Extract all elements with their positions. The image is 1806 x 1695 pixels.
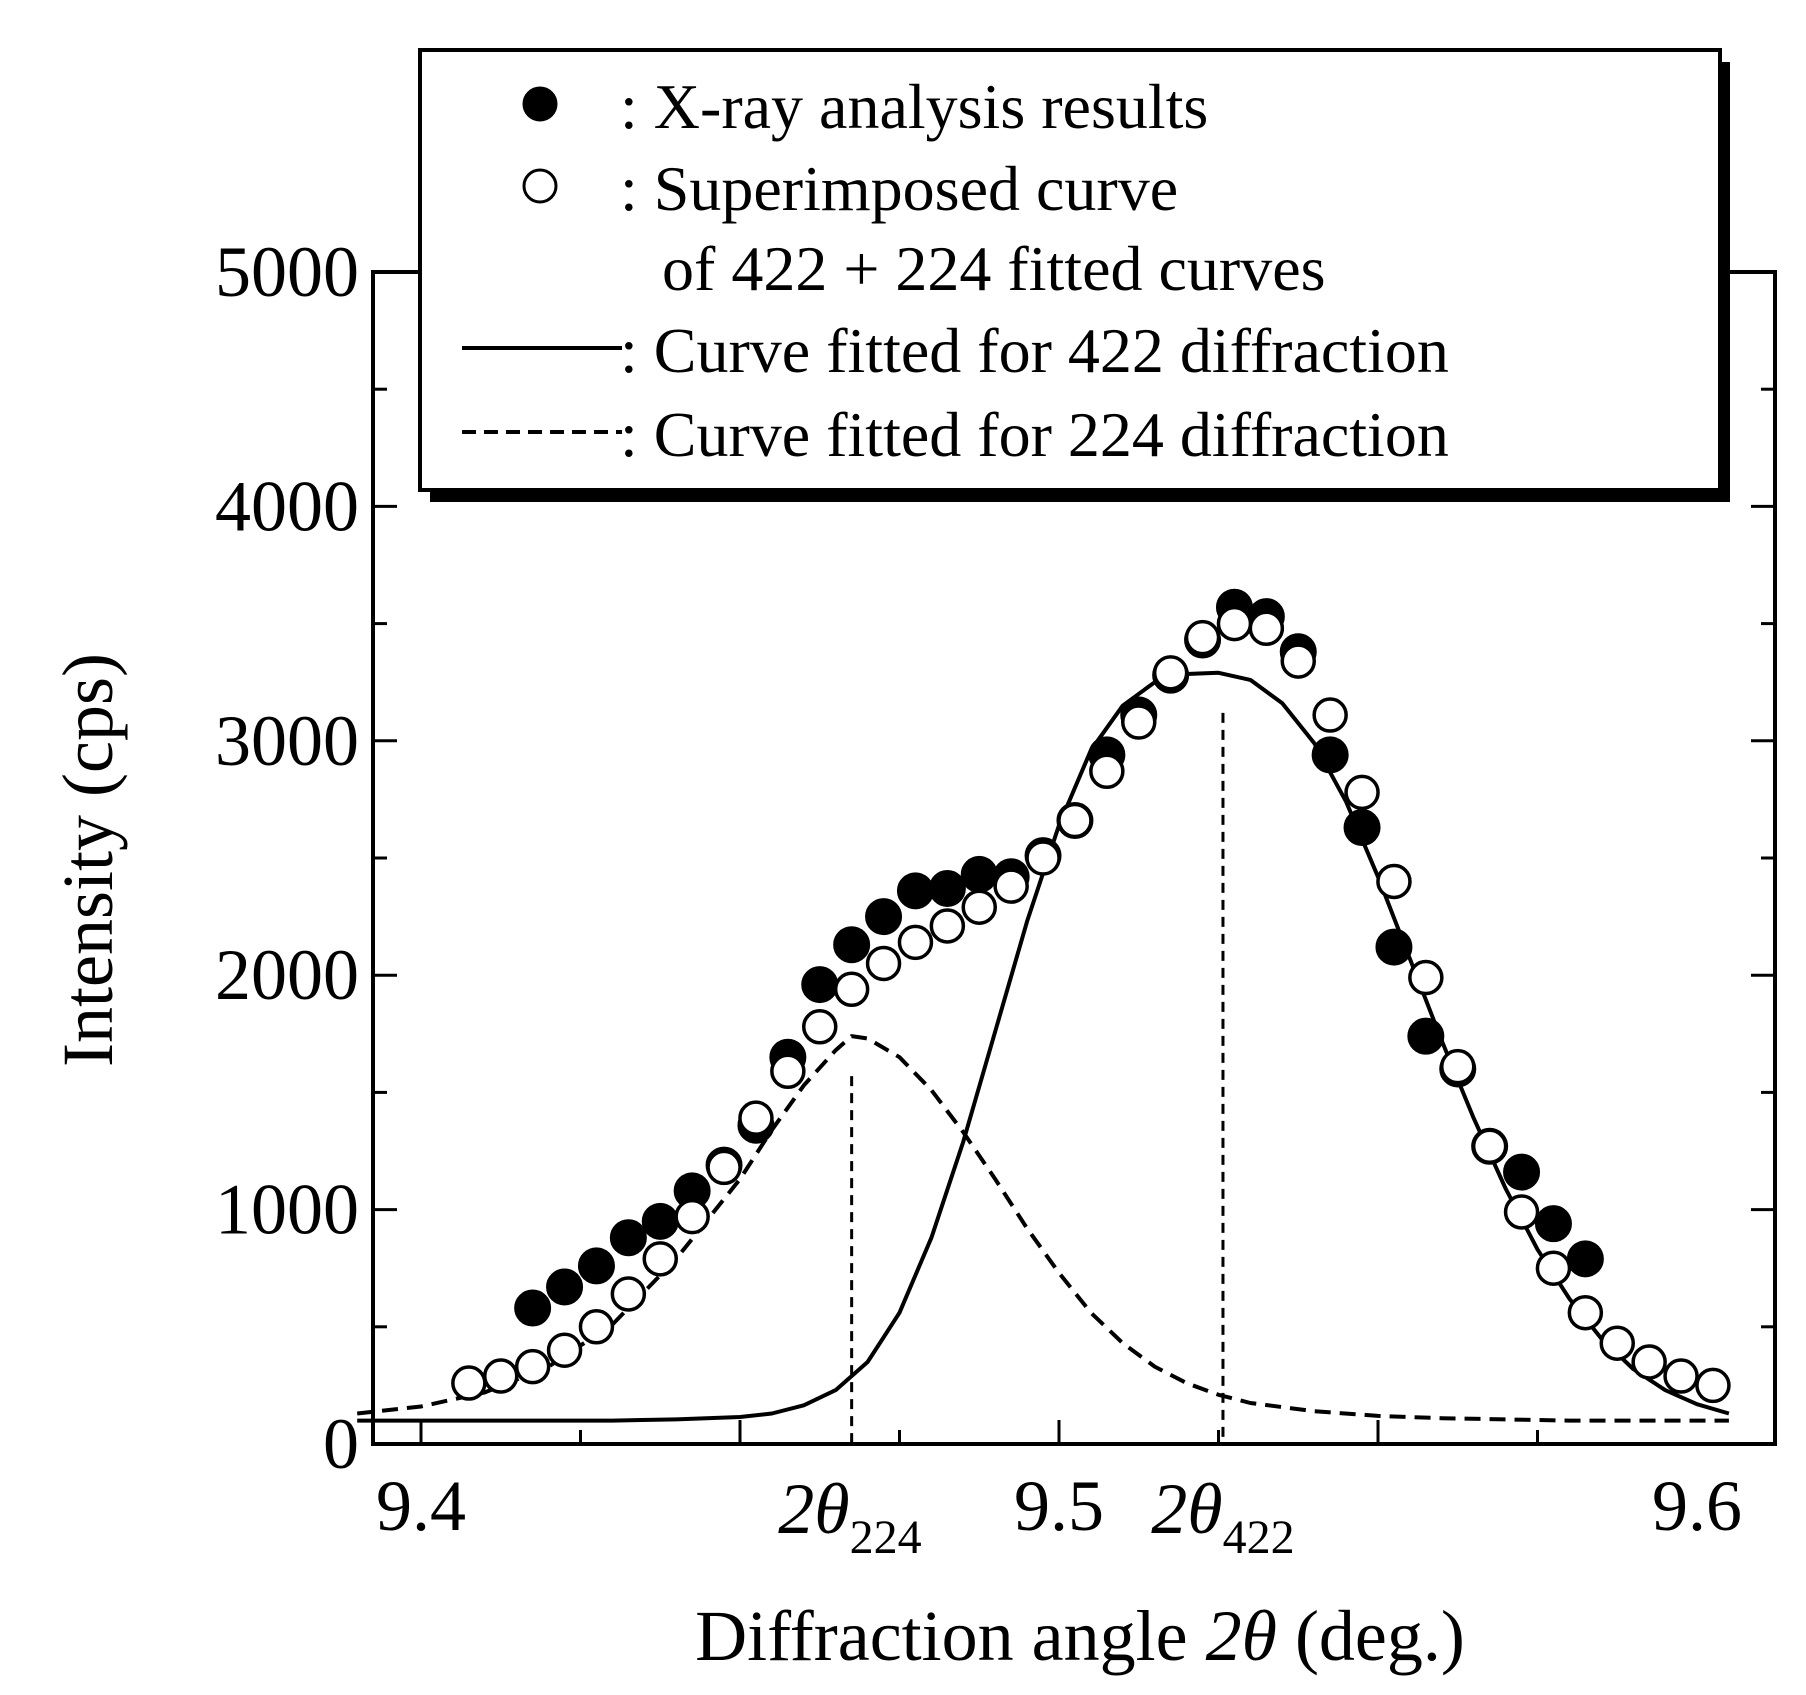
superimposed-point: [483, 1358, 519, 1394]
superimposed-point: [929, 908, 966, 944]
peak-422-symbol: 2θ: [1151, 1469, 1222, 1549]
legend-label-fit224: : Curve fitted for 224 diffraction: [620, 399, 1449, 470]
superimposed-point: [1567, 1294, 1604, 1331]
x-tick-label: 9.5: [1014, 1466, 1104, 1546]
superimposed-point: [706, 1149, 742, 1186]
superimposed-point: [1631, 1344, 1667, 1380]
x-axis-title-main: Diffraction angle: [695, 1596, 1187, 1676]
legend: : X-ray analysis results : Superimposed …: [418, 48, 1730, 502]
superimposed-point: [514, 1348, 551, 1385]
xray-point: [1311, 736, 1349, 774]
superimposed-point: [1057, 802, 1093, 839]
xray-point: [928, 869, 966, 907]
y-axis-title: Intensity (cps): [48, 653, 128, 1067]
superimposed-point: [1216, 605, 1253, 642]
superimposed-point: [1599, 1325, 1635, 1361]
y-axis: 0 1000 2000 3000 4000 5000: [215, 232, 1775, 1484]
superimposed-point: [1440, 1048, 1476, 1085]
xray-point: [1566, 1240, 1604, 1278]
xray-point: [577, 1247, 615, 1285]
superimposed-point: [1152, 655, 1189, 691]
superimposed-point: [1471, 1128, 1508, 1165]
xray-point: [833, 926, 871, 964]
superimposed-point: [451, 1365, 487, 1401]
fit-422-curve: [357, 670, 1730, 1423]
superimposed-point: [993, 868, 1029, 904]
superimposed-point: [1121, 704, 1157, 740]
superimposed-point: [1280, 643, 1316, 679]
legend-label-xray: : X-ray analysis results: [620, 71, 1208, 142]
superimposed-point: [1025, 840, 1061, 876]
xray-point: [960, 855, 998, 893]
superimposed-point: [1535, 1250, 1572, 1286]
superimposed-point: [897, 924, 934, 961]
xray-point: [1375, 928, 1413, 966]
superimposed-point: [961, 889, 997, 925]
superimposed-point: [546, 1332, 583, 1368]
peak-422-annotation: 2θ422: [1151, 1469, 1294, 1564]
x-tick-label: 9.4: [376, 1466, 466, 1546]
xray-point: [801, 966, 839, 1004]
x-tick-label: 9.6: [1652, 1466, 1742, 1546]
xray-point: [609, 1219, 647, 1257]
peak-224-symbol: 2θ: [778, 1469, 849, 1549]
peak-markers: [850, 712, 1225, 1444]
superimposed-point: [674, 1198, 710, 1235]
x-axis-title-symbol: 2θ: [1206, 1596, 1277, 1676]
superimposed-point: [1376, 863, 1412, 900]
y-tick-label: 1000: [215, 1170, 359, 1250]
xray-point: [546, 1268, 584, 1306]
xray-point: [865, 898, 903, 936]
xray-point: [1343, 809, 1381, 847]
fitted-curves: [356, 670, 1730, 1423]
legend-box: [418, 48, 1722, 492]
peak-224-annotation: 2θ224: [778, 1469, 921, 1564]
legend-label-fit422: : Curve fitted for 422 diffraction: [620, 315, 1449, 386]
peak-224-subscript: 224: [850, 1511, 922, 1564]
superimposed-point: [642, 1241, 678, 1277]
xray-point: [1407, 1017, 1445, 1055]
superimposed-point: [865, 945, 902, 982]
superimposed-point: [1344, 774, 1380, 811]
legend-label-superimposed-2: of 422 + 224 fitted curves: [662, 233, 1326, 304]
x-axis: 9.4 9.5 9.6: [376, 272, 1742, 1546]
superimposed-point: [1089, 753, 1125, 790]
superimposed-point: [1408, 959, 1444, 996]
y-tick-label: 0: [323, 1404, 359, 1484]
superimposed-point: [1312, 697, 1348, 733]
legend-open-marker: [522, 168, 558, 204]
legend-filled-marker: [522, 86, 558, 122]
legend-label-superimposed-1: : Superimposed curve: [620, 153, 1178, 224]
superimposed-point: [833, 971, 870, 1008]
superimposed-point: [610, 1276, 647, 1312]
superimposed-point: [1184, 619, 1221, 656]
xray-point: [514, 1289, 552, 1327]
superimposed-point: [770, 1053, 806, 1090]
y-tick-label: 4000: [215, 466, 359, 546]
peak-422-subscript: 422: [1223, 1511, 1295, 1564]
fit-224-curve: [356, 1034, 1729, 1423]
y-tick-label: 5000: [215, 232, 359, 312]
superimposed-point: [802, 1009, 838, 1045]
superimposed-point: [578, 1309, 615, 1345]
data-points: [451, 588, 1731, 1404]
y-tick-label: 3000: [215, 701, 359, 781]
x-axis-title: Diffraction angle 2θ (deg.): [695, 1596, 1465, 1676]
superimposed-point: [738, 1100, 774, 1136]
superimposed-point: [1695, 1367, 1731, 1404]
xray-point: [641, 1202, 679, 1240]
xray-point: [1503, 1153, 1541, 1191]
y-tick-label: 2000: [215, 935, 359, 1015]
xray-point: [896, 872, 934, 910]
x-axis-title-unit: (deg.): [1295, 1596, 1465, 1676]
xray-point: [1534, 1205, 1572, 1243]
superimposed-point: [1503, 1194, 1540, 1230]
superimposed-point: [1663, 1358, 1699, 1394]
superimposed-point: [1248, 610, 1285, 647]
